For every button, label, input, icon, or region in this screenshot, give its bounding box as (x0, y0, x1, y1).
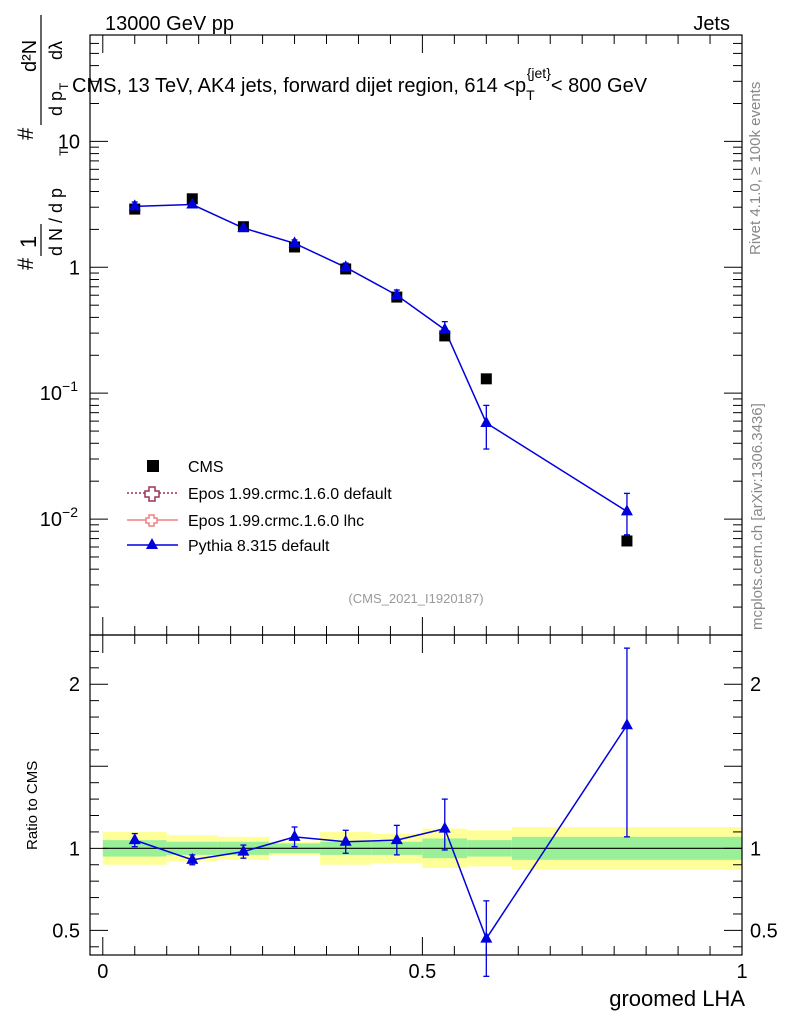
ratio-data-point (186, 852, 199, 864)
legend-cms-label: CMS (188, 459, 224, 476)
x-tick-label: 1 (736, 961, 747, 983)
ratio-data-point (438, 821, 451, 833)
main-y-tick-label: 1 (69, 257, 80, 279)
pythia-data-point (288, 236, 301, 248)
ratio-y-tick-label: 1 (69, 838, 80, 860)
legend-pythia-label: Pythia 8.315 default (188, 538, 330, 555)
pythia-data-point (390, 288, 403, 300)
pythia-data-point (438, 322, 451, 334)
mcplots-label: mcplots.cern.ch [arXiv:1306.3436] (749, 403, 766, 630)
ratio-data-point (480, 931, 493, 943)
chart-title: CMS, 13 TeV, AK4 jets, forward dijet reg… (72, 65, 648, 103)
title-sub: T (526, 87, 535, 103)
legend-cms-marker (147, 460, 159, 472)
ratio-data-point (288, 829, 301, 841)
main-y-tick-label: 10−1 (40, 378, 78, 405)
legend-epos-lhc-label: Epos 1.99.crmc.1.6.0 lhc (188, 513, 364, 530)
ratio-data-point (128, 833, 141, 845)
ratio-plot-frame (89, 634, 743, 956)
legend: CMS Epos 1.99.crmc.1.6.0 default Epos 1.… (127, 459, 392, 555)
main-y-axis-label: # 1 d N / d p T # d²N d p T dλ (13, 15, 71, 270)
title-p: p (515, 75, 526, 97)
legend-pythia-marker (146, 538, 158, 549)
cms-data-point (480, 373, 492, 385)
legend-epos-default-marker (144, 486, 160, 502)
main-y-tick-label: 10 (58, 131, 80, 153)
cms-data-point (439, 330, 451, 342)
tick-base: 10 (40, 509, 62, 531)
ylabel-hash-2: # (13, 127, 38, 140)
title-sup: {jet} (527, 65, 551, 81)
legend-epos-lhc-marker (145, 514, 158, 527)
main-y-tick-label: 10−2 (40, 504, 78, 531)
pythia-data-point (237, 221, 250, 233)
ratio-data-point (339, 834, 352, 846)
pythia-data-point (339, 260, 352, 272)
ylabel-hash-1: # (13, 257, 38, 270)
ratio-y-tick-label: 0.5 (52, 920, 80, 942)
tick-exponent: −1 (62, 378, 78, 394)
analysis-watermark: (CMS_2021_I1920187) (348, 591, 483, 606)
pythia-data-point (128, 199, 141, 211)
title-text: CMS, 13 TeV, AK4 jets, forward dijet reg… (72, 75, 515, 97)
legend-epos-default-label: Epos 1.99.crmc.1.6.0 default (188, 486, 392, 503)
pythia-data-point (620, 504, 633, 516)
category-label: Jets (693, 13, 730, 35)
ylabel-one: 1 (16, 236, 41, 248)
ylabel-T-1: T (57, 148, 71, 156)
ratio-y-tick-label: 2 (69, 674, 80, 696)
energy-label: 13000 GeV pp (105, 13, 234, 35)
ratio-y-axis-label: Ratio to CMS (24, 761, 41, 850)
ylabel-dpT: d p (46, 91, 66, 116)
ratio-data-point (620, 718, 633, 730)
ylabel-d2N: d²N (19, 40, 41, 72)
ylabel-T-2: T (57, 82, 71, 90)
x-axis-label: groomed LHA (609, 986, 745, 1011)
title-after: < 800 GeV (551, 75, 648, 97)
ylabel-dN-dpT: d N / d p (46, 188, 66, 256)
ratio-y-tick-label-right: 1 (750, 838, 761, 860)
pythia-data-point (186, 197, 199, 209)
ratio-y-tick-label-right: 0.5 (750, 920, 778, 942)
ylabel-dlambda: dλ (46, 41, 66, 60)
cms-data-point (621, 535, 633, 547)
x-tick-label: 0 (97, 961, 108, 983)
tick-base: 10 (40, 383, 62, 405)
data-marks (128, 193, 633, 977)
ratio-data-point (390, 833, 403, 845)
ratio-y-tick-label-right: 2 (750, 674, 761, 696)
pythia-data-point (480, 415, 493, 427)
tick-exponent: −2 (62, 504, 78, 520)
rivet-version-label: Rivet 4.1.0, ≥ 100k events (747, 82, 764, 255)
ratio-data-point (237, 844, 250, 856)
x-tick-label: 0.5 (408, 961, 436, 983)
